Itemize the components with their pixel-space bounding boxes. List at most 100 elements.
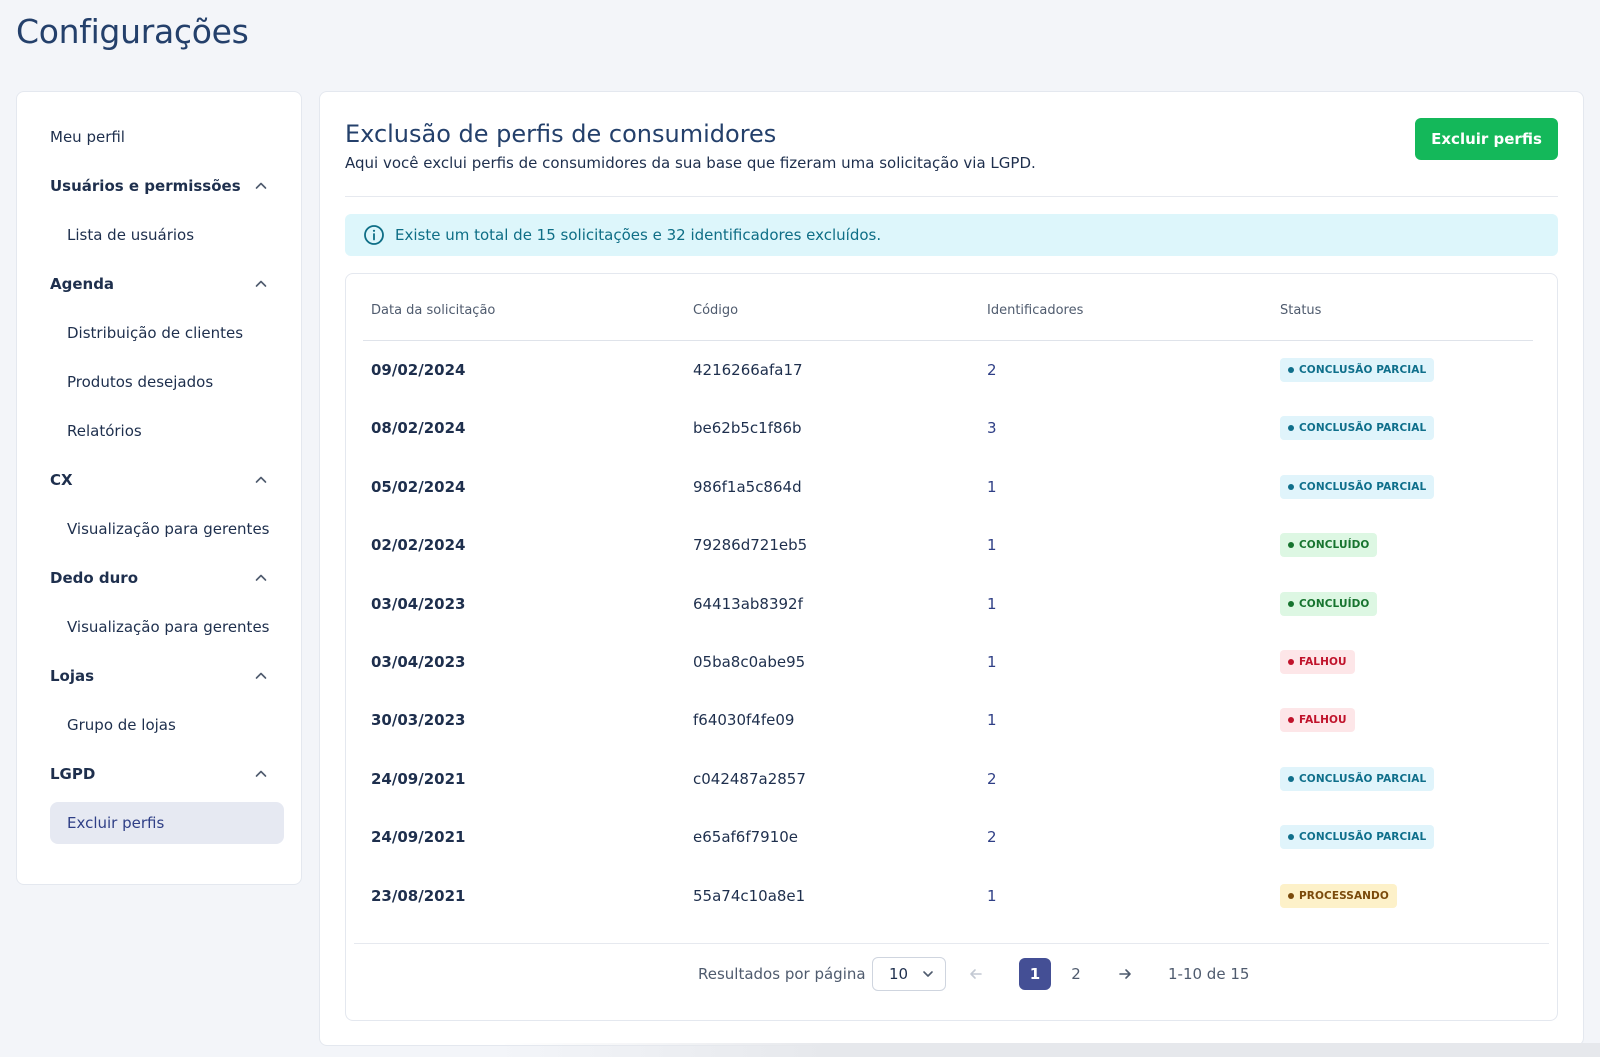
page-1-button[interactable]: 1 bbox=[1019, 958, 1051, 990]
cell-identifiers: 1 bbox=[987, 594, 997, 613]
cell-date: 09/02/2024 bbox=[371, 361, 466, 379]
sidebar-item-label: Relatórios bbox=[67, 422, 142, 440]
sidebar-item-label: Meu perfil bbox=[50, 128, 125, 146]
cell-date: 03/04/2023 bbox=[371, 653, 466, 671]
sidebar-item-label: Lojas bbox=[50, 667, 95, 685]
chevron-up-icon[interactable] bbox=[254, 571, 268, 585]
status-dot-icon bbox=[1288, 600, 1294, 607]
requests-table: Data da solicitação Código Identificador… bbox=[345, 273, 1558, 1021]
cell-date: 24/09/2021 bbox=[371, 828, 466, 847]
status-text: CONCLUSÃO PARCIAL bbox=[1299, 480, 1427, 493]
cell-date: 05/02/2024 bbox=[371, 477, 466, 496]
status-dot-icon bbox=[1288, 775, 1294, 782]
cell-identifiers: 3 bbox=[987, 419, 997, 438]
sidebar-item-label: CX bbox=[50, 471, 73, 489]
chevron-up-icon[interactable] bbox=[254, 669, 268, 683]
sidebar-item-usuarios-e-permissoes[interactable]: Usuários e permissões bbox=[50, 165, 270, 207]
prev-page-button[interactable] bbox=[959, 957, 993, 991]
column-header-identifiers[interactable]: Identificadores bbox=[987, 303, 1084, 318]
info-alert-text: Existe um total de 15 solicitações e 32 … bbox=[395, 226, 882, 244]
table-row: 08/02/2024 be62b5c1f86b 3 CONCLUSÃO PARCIAL bbox=[363, 399, 1533, 457]
cell-date: 08/02/2024 bbox=[371, 419, 466, 438]
sidebar-item-excluir-perfis[interactable]: Excluir perfis bbox=[50, 802, 284, 844]
status-badge: PROCESSANDO bbox=[1280, 883, 1397, 908]
status-text: CONCLUSÃO PARCIAL bbox=[1299, 831, 1427, 844]
sidebar-item-meu-perfil[interactable]: Meu perfil bbox=[50, 116, 270, 158]
status-text: FALHOU bbox=[1299, 656, 1347, 668]
bottom-scroll-shadow bbox=[500, 1043, 1600, 1057]
status-badge: CONCLUSÃO PARCIAL bbox=[1280, 358, 1435, 382]
sidebar-item-agenda[interactable]: Agenda bbox=[50, 263, 270, 305]
main-panel: Exclusão de perfis de consumidores Aqui … bbox=[319, 91, 1584, 1046]
next-page-button[interactable] bbox=[1108, 957, 1142, 991]
sidebar-item-grupo-de-lojas[interactable]: Grupo de lojas bbox=[50, 704, 270, 746]
status-dot-icon bbox=[1288, 834, 1294, 841]
table-row: 24/09/2021 e65af6f7910e 2 CONCLUSÃO PARCIAL bbox=[363, 808, 1533, 866]
status-badge: CONCLUSÃO PARCIAL bbox=[1280, 416, 1435, 441]
cell-code: 05ba8c0abe95 bbox=[693, 653, 806, 671]
status-text: CONCLUSÃO PARCIAL bbox=[1299, 364, 1427, 376]
sidebar-item-label: Produtos desejados bbox=[67, 373, 214, 391]
status-badge: CONCLUÍDO bbox=[1280, 533, 1378, 558]
cell-identifiers: 1 bbox=[987, 886, 997, 905]
cell-identifiers: 1 bbox=[987, 536, 997, 555]
pagination: Resultados por página 10 1 2 1-10 de 15 bbox=[346, 957, 1557, 991]
status-text: CONCLUSÃO PARCIAL bbox=[1299, 772, 1427, 785]
cell-code: c042487a2857 bbox=[693, 769, 806, 788]
cell-date: 02/02/2024 bbox=[371, 536, 466, 555]
per-page-select[interactable]: 10 bbox=[872, 957, 946, 991]
cell-code: 4216266afa17 bbox=[693, 361, 803, 379]
page-title: Configurações bbox=[16, 12, 249, 51]
chevron-up-icon[interactable] bbox=[254, 179, 268, 193]
table-row: 24/09/2021 c042487a2857 2 CONCLUSÃO PARCIAL bbox=[363, 750, 1533, 808]
sidebar-item-lojas[interactable]: Lojas bbox=[50, 655, 270, 697]
cell-identifiers: 1 bbox=[987, 711, 997, 730]
cell-date: 03/04/2023 bbox=[371, 594, 466, 613]
column-header-date[interactable]: Data da solicitação bbox=[371, 303, 496, 318]
section-subtitle: Aqui você exclui perfis de consumidores … bbox=[345, 154, 1036, 172]
chevron-up-icon[interactable] bbox=[254, 473, 268, 487]
cell-code: e65af6f7910e bbox=[693, 828, 799, 847]
sidebar-item-visualizacao-para-gerentes[interactable]: Visualização para gerentes bbox=[50, 508, 270, 550]
sidebar-item-cx[interactable]: CX bbox=[50, 459, 270, 501]
status-dot-icon bbox=[1288, 659, 1294, 665]
sidebar-item-label: Grupo de lojas bbox=[67, 716, 176, 734]
chevron-up-icon[interactable] bbox=[254, 277, 268, 291]
column-header-status[interactable]: Status bbox=[1280, 303, 1322, 318]
table-row: 02/02/2024 79286d721eb5 1 CONCLUÍDO bbox=[363, 516, 1533, 574]
sidebar-item-dedo-duro[interactable]: Dedo duro bbox=[50, 557, 270, 599]
arrow-right-icon bbox=[1117, 966, 1133, 982]
sidebar-item-produtos-desejados[interactable]: Produtos desejados bbox=[50, 361, 270, 403]
sidebar-item-label: Usuários e permissões bbox=[50, 177, 241, 195]
table-row: 03/04/2023 05ba8c0abe95 1 FALHOU bbox=[363, 633, 1533, 691]
section-title: Exclusão de perfis de consumidores bbox=[345, 120, 777, 148]
delete-profiles-button[interactable]: Excluir perfis bbox=[1415, 118, 1558, 160]
chevron-up-icon[interactable] bbox=[254, 767, 268, 781]
sidebar-item-lista-de-usuarios[interactable]: Lista de usuários bbox=[50, 214, 270, 256]
page-2-button[interactable]: 2 bbox=[1071, 965, 1081, 983]
sidebar-item-visualizacao-para-gerentes[interactable]: Visualização para gerentes bbox=[50, 606, 270, 648]
sidebar-item-label: Visualização para gerentes bbox=[67, 618, 270, 636]
status-dot-icon bbox=[1288, 483, 1294, 490]
cell-date: 24/09/2021 bbox=[371, 769, 466, 788]
table-row: 30/03/2023 f64030f4fe09 1 FALHOU bbox=[363, 691, 1533, 749]
per-page-label: Resultados por página bbox=[698, 965, 866, 983]
cell-identifiers: 2 bbox=[987, 361, 997, 379]
cell-code: 986f1a5c864d bbox=[693, 477, 802, 496]
column-header-code[interactable]: Código bbox=[693, 303, 739, 318]
cell-code: 79286d721eb5 bbox=[693, 536, 808, 555]
cell-date: 23/08/2021 bbox=[371, 886, 466, 905]
settings-sidebar: Meu perfil Usuários e permissões Lista de … bbox=[16, 91, 302, 885]
status-dot-icon bbox=[1288, 892, 1294, 899]
sidebar-item-label: Visualização para gerentes bbox=[67, 520, 270, 538]
sidebar-item-distribuicao-de-clientes[interactable]: Distribuição de clientes bbox=[50, 312, 270, 354]
cell-date: 30/03/2023 bbox=[371, 711, 466, 730]
per-page-value: 10 bbox=[889, 965, 909, 983]
chevron-down-icon bbox=[921, 967, 935, 981]
cell-code: 55a74c10a8e1 bbox=[693, 886, 806, 905]
table-row: 03/04/2023 64413ab8392f 1 CONCLUÍDO bbox=[363, 575, 1533, 633]
status-badge: CONCLUÍDO bbox=[1280, 591, 1378, 616]
sidebar-item-relatorios[interactable]: Relatórios bbox=[50, 410, 270, 452]
status-dot-icon bbox=[1288, 717, 1294, 724]
sidebar-item-lgpd[interactable]: LGPD bbox=[50, 753, 270, 795]
